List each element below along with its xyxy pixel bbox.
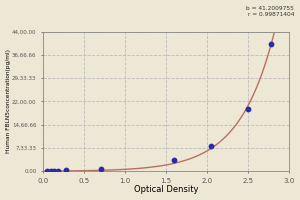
Point	[172, 159, 177, 162]
Point	[245, 108, 250, 111]
Point	[268, 43, 273, 46]
Point	[48, 169, 53, 173]
Point	[56, 169, 61, 172]
X-axis label: Optical Density: Optical Density	[134, 185, 198, 194]
Point	[98, 168, 103, 171]
Point	[209, 145, 214, 148]
Point	[52, 169, 56, 172]
Point	[45, 169, 50, 173]
Y-axis label: Human FBLN5concentration(pg/ml): Human FBLN5concentration(pg/ml)	[6, 49, 10, 153]
Text: b = 41.2009755
r = 0.99871404: b = 41.2009755 r = 0.99871404	[246, 6, 294, 17]
Point	[64, 169, 69, 172]
